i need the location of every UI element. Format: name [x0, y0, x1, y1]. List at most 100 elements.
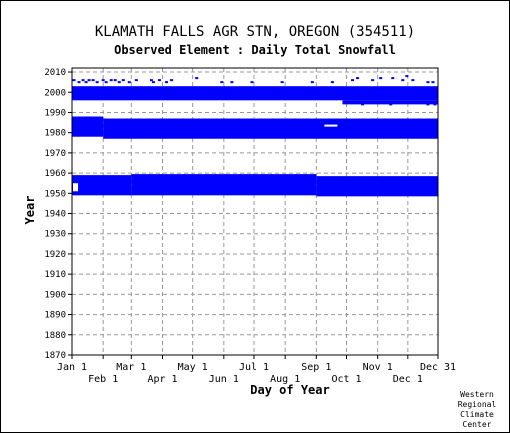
- y-tick-label: 1930: [44, 230, 66, 240]
- data-block: [72, 86, 438, 101]
- plot-area: [72, 68, 438, 355]
- credit-text: Western Regional Climate Center: [452, 390, 502, 430]
- data-point: [81, 79, 85, 82]
- data-point: [310, 81, 314, 84]
- data-point: [151, 81, 155, 84]
- data-point: [78, 95, 82, 98]
- data-point: [149, 79, 153, 82]
- y-tick-label: 1870: [44, 351, 66, 361]
- data-point: [75, 97, 79, 100]
- data-point: [426, 81, 430, 84]
- data-point: [157, 79, 161, 82]
- x-tick-label: Oct 1: [331, 374, 361, 385]
- x-axis-label: Day of Year: [250, 383, 330, 397]
- data-point: [109, 79, 113, 82]
- x-tick-label: Apr 1: [147, 374, 177, 385]
- data-point: [83, 97, 87, 100]
- data-point: [381, 101, 385, 104]
- data-block: [316, 176, 438, 197]
- y-tick-label: 1880: [44, 331, 66, 341]
- x-tick-label: Dec 1: [393, 374, 423, 385]
- data-point: [379, 77, 383, 80]
- data-point: [369, 101, 373, 104]
- credit-line: Center: [462, 420, 492, 429]
- data-block: [72, 175, 132, 196]
- data-point: [95, 81, 99, 84]
- data-point: [159, 95, 163, 98]
- data-point: [389, 103, 393, 106]
- y-tick-label: 1950: [44, 189, 66, 199]
- data-point: [250, 81, 254, 84]
- data-point: [165, 81, 169, 84]
- data-point: [401, 79, 405, 82]
- data-point: [391, 77, 395, 80]
- data-point: [168, 95, 172, 98]
- y-tick-label: 1910: [44, 270, 66, 280]
- x-tick-label: Jul 1: [239, 362, 269, 373]
- x-tick-label: Dec 31: [420, 362, 456, 373]
- y-tick-label: 1940: [44, 210, 66, 220]
- data-point: [330, 81, 334, 84]
- data-point: [431, 81, 435, 84]
- y-axis-label: Year: [23, 195, 37, 225]
- data-point: [127, 81, 131, 84]
- data-point: [88, 97, 92, 100]
- y-tick-label: 1960: [44, 169, 66, 179]
- x-tick-label: Mar 1: [116, 362, 146, 373]
- data-point: [71, 95, 75, 98]
- data-point: [416, 101, 420, 104]
- y-tick-label: 1900: [44, 290, 66, 300]
- data-point: [121, 79, 125, 82]
- data-point: [92, 95, 96, 98]
- data-point: [155, 93, 159, 96]
- chart-title: KLAMATH FALLS AGR STN, OREGON (354511): [94, 24, 416, 40]
- data-gap: [324, 124, 338, 127]
- data-point: [195, 77, 199, 80]
- y-tick-label: 1920: [44, 250, 66, 260]
- data-point: [77, 81, 81, 84]
- chart-subtitle: Observed Element : Daily Total Snowfall: [114, 43, 396, 57]
- data-point: [280, 81, 284, 84]
- data-point: [91, 79, 95, 82]
- x-tick-label: Aug 1: [270, 374, 300, 385]
- y-tick-label: 2010: [44, 68, 66, 78]
- data-point: [72, 79, 76, 82]
- data-point: [220, 81, 224, 84]
- data-point: [150, 95, 154, 98]
- x-tick-label: Nov 1: [363, 362, 393, 373]
- data-point: [405, 75, 409, 78]
- data-point: [230, 81, 234, 84]
- data-point: [104, 81, 108, 84]
- y-tick-label: 1890: [44, 311, 66, 321]
- data-point: [87, 79, 91, 82]
- x-tick-label: May 1: [178, 362, 208, 373]
- data-point: [361, 103, 365, 106]
- y-tick-label: 1980: [44, 129, 66, 139]
- data-block: [131, 174, 317, 196]
- x-tick-label: Jan 1: [57, 362, 87, 373]
- credit-line: Climate: [460, 410, 494, 419]
- x-tick-label: Feb 1: [88, 374, 118, 385]
- data-point: [99, 95, 103, 98]
- data-point: [84, 81, 88, 84]
- data-block: [72, 116, 104, 137]
- y-tick-label: 1990: [44, 108, 66, 118]
- data-point: [144, 97, 148, 100]
- data-block: [103, 118, 439, 139]
- x-tick-label: Jun 1: [209, 374, 239, 385]
- data-point: [113, 79, 117, 82]
- credit-line: Regional: [457, 400, 497, 409]
- data-point: [101, 79, 105, 82]
- data-point: [426, 103, 430, 106]
- y-tick-label: 1970: [44, 149, 66, 159]
- credit-line: Western: [460, 390, 494, 399]
- data-point: [411, 79, 415, 82]
- data-point: [117, 81, 121, 84]
- data-point: [401, 101, 405, 104]
- data-block: [342, 100, 438, 105]
- y-tick-label: 2000: [44, 88, 66, 98]
- data-point: [170, 79, 174, 82]
- data-point: [351, 79, 355, 82]
- x-tick-label: Sep 1: [301, 362, 331, 373]
